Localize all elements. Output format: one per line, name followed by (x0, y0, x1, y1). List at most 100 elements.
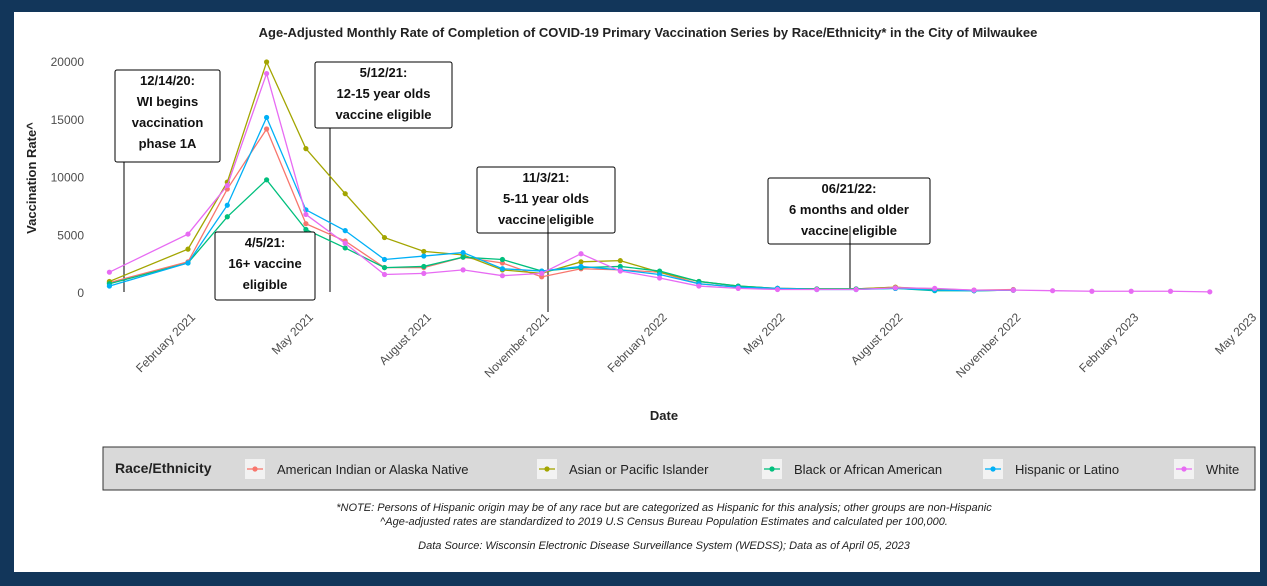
annotation-text: vaccine eligible (498, 212, 594, 227)
data-point (460, 254, 466, 260)
note: ^Age-adjusted rates are standardized to … (380, 516, 948, 528)
data-point (224, 214, 230, 220)
data-point (499, 266, 505, 272)
data-point (421, 253, 427, 259)
annotation-box (767, 177, 931, 245)
data-point (892, 285, 899, 291)
annotation-text: phase 1A (139, 136, 197, 151)
data-point (696, 283, 702, 289)
annotation-text: vaccine eligible (801, 223, 897, 238)
data-point (578, 259, 584, 265)
annotation-text: 12-15 year olds (337, 86, 431, 101)
annotation-text: 5-11 year olds (503, 191, 589, 206)
note: *NOTE: Persons of Hispanic origin may be… (336, 502, 992, 514)
data-point (460, 267, 466, 273)
data-point (539, 270, 545, 276)
data-point (342, 228, 348, 234)
data-point (185, 260, 191, 266)
data-point (932, 285, 938, 291)
annotation-box (214, 231, 316, 301)
annotation-text: 5/12/21: (360, 65, 408, 80)
chart-title: Age-Adjusted Monthly Rate of Completion … (259, 25, 1038, 40)
data-point (421, 248, 427, 255)
data-point (617, 258, 623, 264)
annotation-text: eligible (243, 277, 288, 292)
annotation-box (114, 69, 221, 163)
y-tick-label: 5000 (57, 228, 84, 242)
data-point (578, 263, 584, 270)
data-point (303, 211, 309, 218)
data-point (185, 246, 191, 252)
data-point (774, 286, 781, 293)
series-line (109, 71, 1210, 293)
note: Data Source: Wisconsin Electronic Diseas… (418, 540, 911, 552)
annotation-text: 6 months and older (789, 202, 909, 217)
legend-label: Black or African American (794, 462, 942, 477)
annotation-text: 12/14/20: (140, 73, 195, 88)
data-point (106, 283, 112, 289)
data-point (264, 114, 270, 121)
annotation-text: vaccination (132, 115, 204, 130)
annotation-text: vaccine eligible (335, 107, 431, 122)
data-point (657, 275, 663, 281)
y-tick-label: 15000 (51, 113, 85, 127)
data-point (578, 251, 584, 257)
data-point (303, 226, 309, 233)
data-point (264, 126, 270, 132)
y-tick-label: 20000 (51, 55, 85, 69)
data-point (381, 271, 388, 278)
data-point (264, 177, 270, 183)
data-point (1089, 288, 1095, 294)
annotation-box (476, 166, 616, 234)
data-point (381, 234, 388, 241)
annotation-box (314, 61, 453, 129)
data-point (381, 264, 388, 271)
data-point (381, 256, 388, 263)
legend-dot (252, 466, 258, 472)
data-point (264, 59, 270, 65)
data-point (499, 273, 505, 279)
legend-dot (990, 466, 996, 472)
legend-label: Hispanic or Latino (1015, 462, 1119, 477)
data-point (106, 269, 112, 275)
annotation-text: 11/3/21: (523, 170, 570, 185)
data-point (971, 287, 977, 293)
legend-box (102, 446, 1256, 491)
data-point (735, 285, 741, 291)
y-axis-label: Vaccination Rate^ (24, 122, 39, 234)
data-point (853, 286, 859, 293)
legend-dot (1181, 466, 1187, 472)
data-point (303, 221, 309, 227)
data-point (342, 240, 348, 246)
data-point (460, 249, 466, 256)
data-point (303, 146, 309, 152)
annotation-text: 06/21/22: (822, 181, 877, 196)
legend-title: Race/Ethnicity (115, 460, 212, 476)
legend-dot (544, 466, 550, 472)
annotation-text: 16+ vaccine (228, 256, 301, 271)
data-point (1128, 288, 1134, 294)
data-point (1050, 288, 1056, 294)
legend-label: Asian or Pacific Islander (569, 462, 709, 477)
data-point (342, 245, 348, 251)
data-point (421, 263, 427, 270)
data-point (421, 270, 427, 276)
data-point (617, 268, 623, 274)
data-point (342, 191, 348, 197)
data-point (1010, 287, 1016, 293)
legend-label: White (1206, 462, 1239, 477)
legend-dot (769, 466, 775, 472)
annotation-text: WI begins (137, 94, 198, 109)
data-point (264, 70, 270, 77)
data-point (224, 182, 230, 189)
data-point (185, 231, 191, 237)
legend-label: American Indian or Alaska Native (277, 462, 468, 477)
y-tick-label: 0 (77, 286, 84, 300)
y-tick-label: 10000 (51, 171, 85, 185)
data-point (1207, 289, 1213, 295)
data-point (224, 202, 230, 208)
data-point (1167, 288, 1174, 294)
x-axis-label: Date (650, 408, 678, 423)
